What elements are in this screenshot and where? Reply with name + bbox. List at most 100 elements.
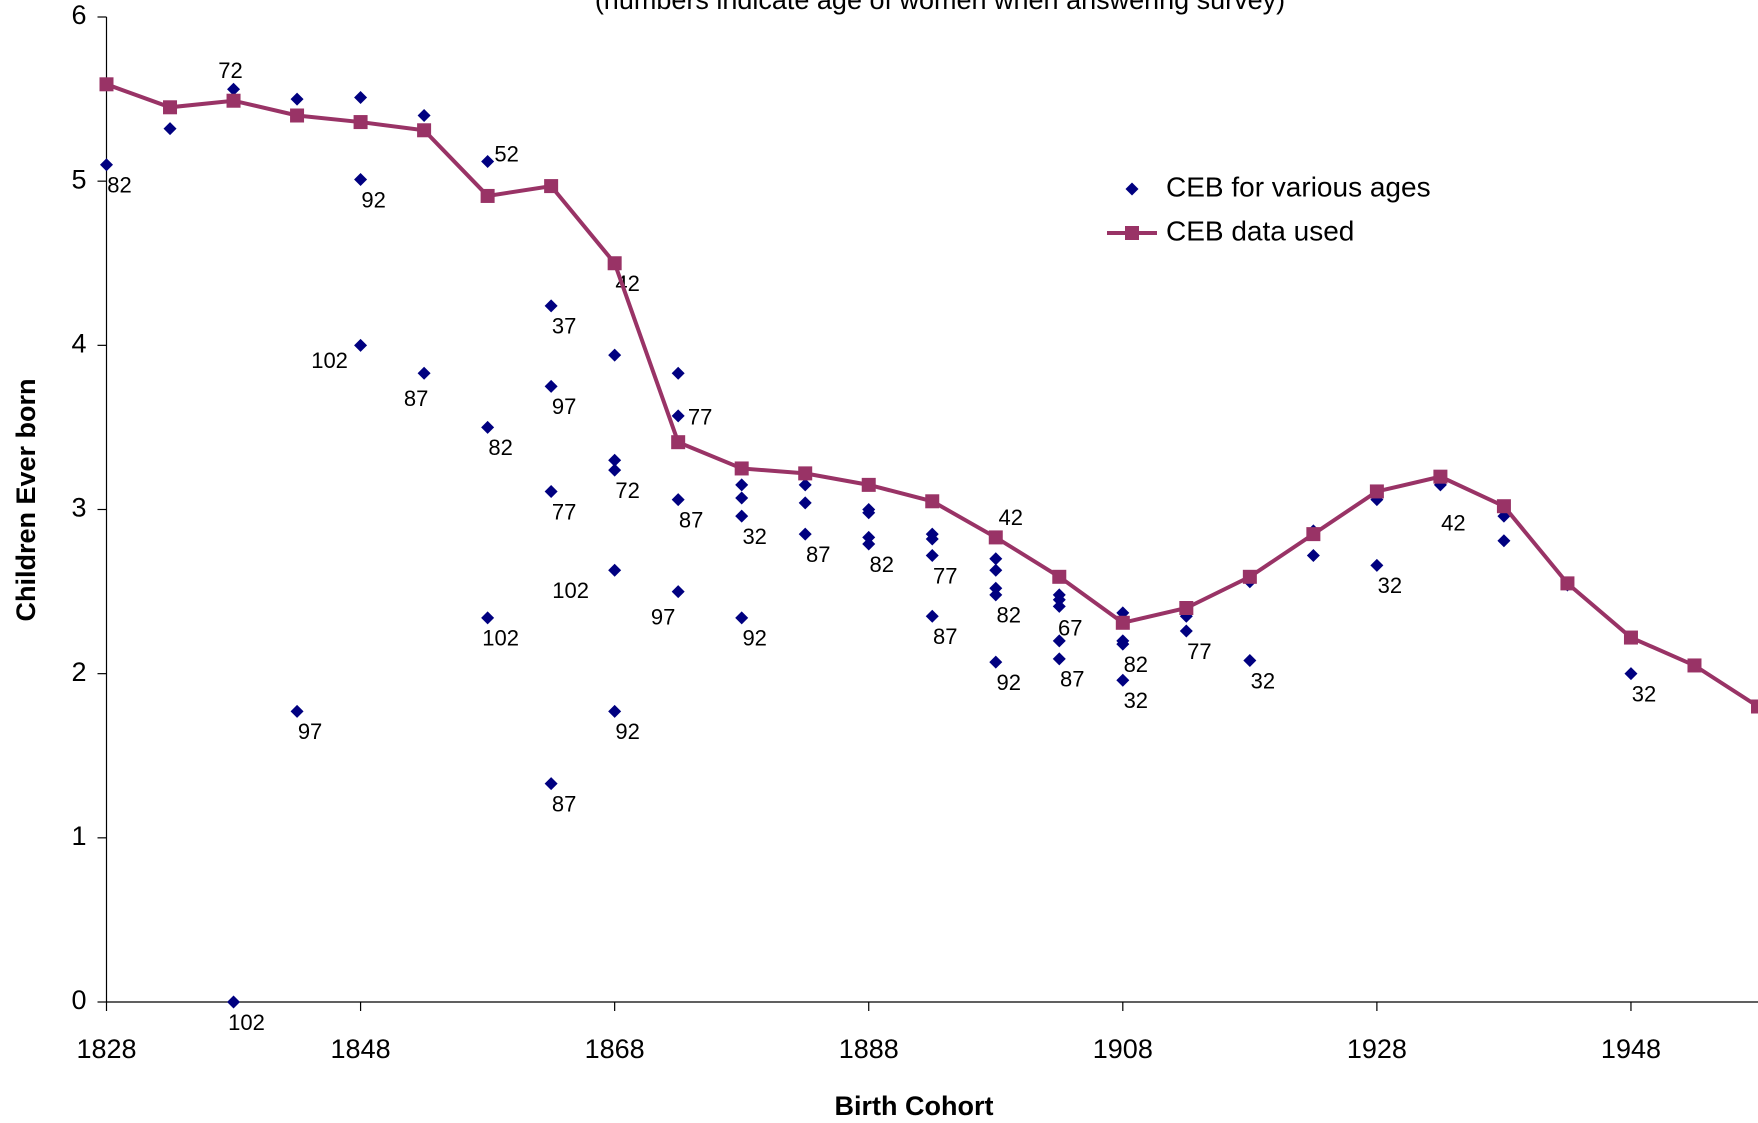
point-label: 72: [615, 478, 639, 503]
scatter-point: [1116, 637, 1130, 651]
scatter-point: [1624, 667, 1638, 681]
point-label: 87: [679, 507, 703, 532]
point-label: 82: [488, 435, 512, 460]
legend-label: CEB for various ages: [1166, 171, 1431, 202]
y-tick-label: 3: [71, 493, 86, 523]
line-marker: [988, 530, 1003, 545]
point-label: 97: [552, 394, 576, 419]
x-tick-label: 1848: [331, 1034, 391, 1064]
scatter-point: [608, 463, 622, 477]
point-label: 32: [742, 524, 766, 549]
line-marker: [671, 435, 686, 450]
point-label: 42: [999, 505, 1023, 530]
point-label: 87: [1060, 667, 1084, 692]
scatter-point: [544, 777, 558, 791]
line-marker: [1560, 576, 1575, 591]
scatter-point: [925, 548, 939, 562]
line-marker: [1306, 527, 1321, 542]
scatter-point: [989, 552, 1003, 566]
scatter-point: [608, 563, 622, 577]
line-marker: [1179, 601, 1194, 615]
chart-subtitle: (numbers indicate age of women when answ…: [595, 0, 1285, 15]
point-label: 82: [997, 603, 1021, 628]
scatter-point: [671, 409, 685, 423]
line-marker: [353, 115, 368, 130]
scatter-point: [735, 509, 749, 523]
y-tick-label: 1: [71, 821, 86, 851]
y-tick-label: 4: [71, 328, 86, 358]
line-marker: [226, 93, 241, 108]
scatter-point: [163, 122, 177, 136]
point-label: 77: [552, 499, 576, 524]
line-marker: [925, 494, 940, 509]
scatter-point: [1497, 509, 1511, 523]
y-tick-label: 2: [71, 657, 86, 687]
line-marker: [417, 123, 432, 138]
scatter-point: [417, 366, 431, 380]
point-label: 82: [107, 173, 131, 198]
line-marker: [861, 477, 876, 492]
point-label: 102: [552, 578, 589, 603]
point-label: 97: [298, 719, 322, 744]
scatter-point: [354, 173, 368, 187]
scatter-point: [925, 532, 939, 546]
scatter-point: [354, 90, 368, 104]
scatter-point: [354, 338, 368, 352]
point-label: 102: [228, 1010, 265, 1035]
scatter-point: [1179, 624, 1193, 638]
x-tick-label: 1908: [1093, 1034, 1153, 1064]
scatter-point: [1052, 634, 1066, 648]
line-marker: [480, 188, 495, 203]
scatter-point: [481, 611, 495, 625]
scatter-point: [100, 158, 113, 172]
line-marker: [734, 461, 749, 476]
scatter-point: [735, 611, 749, 625]
scatter-point: [1497, 534, 1511, 548]
scatter-point: [1052, 593, 1066, 607]
scatter-point: [862, 506, 876, 520]
x-tick-label: 1828: [76, 1034, 136, 1064]
scatter-point: [798, 527, 812, 541]
scatter-point: [227, 82, 241, 96]
point-label: 77: [933, 563, 957, 588]
point-label: 92: [742, 626, 766, 651]
scatter-point: [227, 995, 241, 1009]
line-marker: [607, 256, 622, 271]
scatter-point: [481, 420, 495, 434]
scatter-point: [989, 581, 1003, 595]
line-marker: [544, 179, 559, 194]
point-label: 72: [218, 58, 242, 83]
scatter-point: [608, 453, 622, 467]
x-tick-label: 1868: [585, 1034, 645, 1064]
y-tick-label: 6: [71, 0, 86, 30]
scatter-point: [1116, 673, 1130, 687]
point-label: 87: [552, 791, 576, 816]
line-marker: [1433, 469, 1448, 484]
y-axis-title: Children Ever born: [11, 378, 41, 621]
scatter-point: [1243, 654, 1257, 668]
legend-marker: [1125, 182, 1139, 196]
x-tick-label: 1928: [1347, 1034, 1407, 1064]
scatter-point: [735, 491, 749, 505]
scatter-point: [798, 478, 812, 492]
legend-marker: [1125, 226, 1139, 240]
x-axis-title: Birth Cohort: [835, 1091, 994, 1121]
point-label: 52: [494, 141, 518, 166]
line-marker: [1623, 630, 1638, 645]
line-marker: [1052, 569, 1067, 584]
line-marker: [1115, 615, 1130, 630]
legend-label: CEB data used: [1166, 215, 1354, 246]
scatter-point: [1306, 548, 1320, 562]
scatter-point: [671, 585, 685, 599]
scatter-point: [735, 478, 749, 492]
scatter-point: [989, 655, 1003, 669]
line-marker: [99, 77, 114, 92]
point-label: 97: [651, 604, 675, 629]
point-label: 92: [997, 670, 1021, 695]
point-label: 87: [933, 624, 957, 649]
scatter-point: [671, 493, 685, 507]
line-marker: [1369, 484, 1384, 499]
scatter-point: [290, 704, 304, 718]
point-label: 37: [552, 314, 576, 339]
